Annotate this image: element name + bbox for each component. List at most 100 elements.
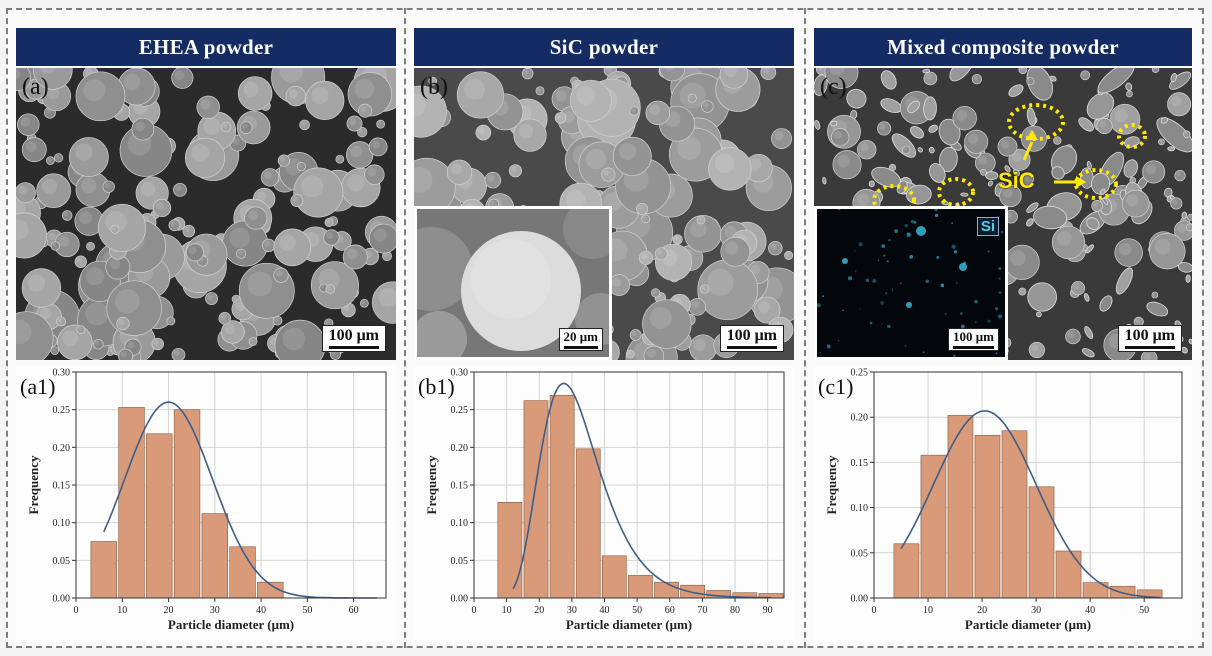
scale-bar-line	[726, 346, 777, 349]
sem-image-mixed: SiC (c) Si 100 μm 100 μm	[814, 68, 1192, 360]
histogram-mixed-svg: 0 10 20 30 40 50 0.00 0.05 0.10 0.15 0.20 0.25 Parti…	[824, 368, 1183, 632]
x-tick-label: 50	[302, 605, 312, 616]
histogram-bar	[947, 415, 974, 599]
scale-bar-ehea: 100 μm	[321, 325, 386, 352]
x-tick-label: 0	[472, 605, 477, 616]
x-tick-label: 10	[923, 605, 933, 616]
inset-scale-bar-mixed: 100 μm	[948, 328, 999, 351]
scale-bar-line	[563, 346, 598, 349]
x-tick-label: 50	[632, 605, 642, 616]
y-tick-label: 0.20	[53, 443, 71, 454]
y-tick-label: 0.10	[53, 518, 71, 529]
histogram-sic-svg: 0 10 20 30 40 50 60 70 80 90 0.00 0.05 0.10 0.15 0.20 0…	[424, 368, 785, 632]
eds-inset-si: Si 100 μm	[814, 206, 1008, 360]
histogram-bar	[575, 448, 601, 599]
histogram-ehea: 0 10 20 30 40 50 60 0.00 0.05 0.10 0.15 0.20 0.25 0.3…	[16, 366, 396, 642]
y-tick-label: 0.00	[53, 594, 71, 605]
x-tick-label: 40	[256, 605, 266, 616]
x-tick-label: 30	[210, 605, 220, 616]
x-tick-label: 10	[117, 605, 127, 616]
x-tick-label: 90	[763, 605, 773, 616]
sic-highlight	[1117, 123, 1147, 149]
histogram-bar	[893, 543, 920, 599]
y-axis-label: Frequency	[26, 455, 41, 514]
y-tick-label: 0.05	[451, 556, 469, 567]
histogram-bar	[118, 407, 145, 599]
sic-arrowhead	[1026, 130, 1038, 140]
scale-bar-line	[1124, 346, 1175, 349]
histogram-mixed: 0 10 20 30 40 50 0.00 0.05 0.10 0.15 0.20 0.25 Parti…	[814, 366, 1192, 642]
scale-bar-text: 100 μm	[726, 327, 777, 344]
x-tick-label: 40	[600, 605, 610, 616]
sic-highlight	[1074, 168, 1118, 200]
scale-bar-sic: 100 μm	[719, 325, 784, 352]
sem-image-sic: (b) 20 μm 100 μm	[414, 68, 794, 360]
sem-image-ehea: (a) 100 μm	[16, 68, 396, 360]
x-tick-label: 30	[567, 605, 577, 616]
histogram-bar	[1001, 430, 1028, 599]
panel-title-ehea: EHEA powder	[16, 28, 396, 66]
y-tick-label: 0.25	[451, 405, 469, 416]
histogram-bar	[1028, 486, 1055, 599]
sic-highlight	[937, 177, 975, 207]
histogram-bar	[229, 546, 256, 599]
scale-bar-line	[953, 346, 994, 349]
sic-arrowhead	[1076, 176, 1086, 188]
y-tick-label: 0.30	[451, 368, 469, 379]
histogram-bar	[974, 434, 1001, 599]
y-tick-label: 0.05	[851, 548, 869, 559]
histogram-ehea-svg: 0 10 20 30 40 50 60 0.00 0.05 0.10 0.15 0.20 0.25 0.3…	[26, 368, 387, 632]
fit-curve	[512, 382, 771, 599]
x-tick-label: 70	[697, 605, 707, 616]
y-tick-label: 0.10	[851, 503, 869, 514]
panel-title-sic: SiC powder	[414, 28, 794, 66]
panel-label-a: (a)	[22, 74, 49, 100]
histogram-bar	[549, 395, 575, 599]
panel-label-c1: (c1)	[818, 374, 854, 399]
histogram-bar	[146, 433, 173, 599]
histogram-bar	[654, 581, 679, 599]
histogram-bar	[601, 555, 627, 599]
y-tick-label: 0.05	[53, 556, 71, 567]
x-axis-label: Particle diameter (μm)	[965, 617, 1091, 632]
panel-label-c: (c)	[820, 74, 847, 100]
x-tick-label: 10	[502, 605, 512, 616]
y-axis-label: Frequency	[424, 455, 439, 514]
y-tick-label: 0.15	[53, 481, 71, 492]
y-tick-label: 0.10	[451, 518, 469, 529]
y-tick-label: 0.25	[851, 368, 869, 379]
x-tick-label: 30	[1031, 605, 1041, 616]
scale-bar-text: 100 μm	[1124, 327, 1175, 344]
histogram-bar	[173, 409, 201, 599]
scale-bar-text: 20 μm	[563, 329, 598, 344]
histogram-sic: 0 10 20 30 40 50 60 70 80 90 0.00 0.05 0.10 0.15 0.20 0…	[414, 366, 794, 642]
panel-label-a1: (a1)	[20, 374, 56, 399]
x-tick-label: 60	[665, 605, 675, 616]
y-tick-label: 0.25	[53, 405, 71, 416]
scale-bar-text: 100 μm	[953, 329, 994, 344]
histogram-bar	[201, 513, 228, 599]
y-tick-label: 0.15	[451, 481, 469, 492]
x-tick-label: 0	[872, 605, 877, 616]
panel-title-mixed: Mixed composite powder	[814, 28, 1192, 66]
scale-bar-text: 100 μm	[328, 327, 379, 344]
y-tick-label: 0.30	[53, 368, 71, 379]
sic-highlight	[872, 184, 916, 216]
sic-highlight	[1007, 103, 1065, 141]
panel-divider-1	[404, 8, 406, 648]
plot-frame	[873, 371, 1183, 599]
x-tick-label: 20	[977, 605, 987, 616]
histogram-bar	[1055, 550, 1082, 599]
scale-bar-line	[328, 346, 379, 349]
x-tick-label: 0	[74, 605, 79, 616]
sem-inset-sic: 20 μm	[414, 206, 612, 360]
x-axis-label: Particle diameter (μm)	[566, 617, 692, 632]
panel-label-b1: (b1)	[418, 374, 455, 399]
x-tick-label: 80	[730, 605, 740, 616]
y-tick-label: 0.00	[451, 594, 469, 605]
x-tick-label: 20	[534, 605, 544, 616]
y-tick-label: 0.15	[851, 458, 869, 469]
sem-micrograph-ehea	[16, 68, 396, 360]
fit-curve	[900, 410, 1161, 599]
x-tick-label: 60	[349, 605, 359, 616]
